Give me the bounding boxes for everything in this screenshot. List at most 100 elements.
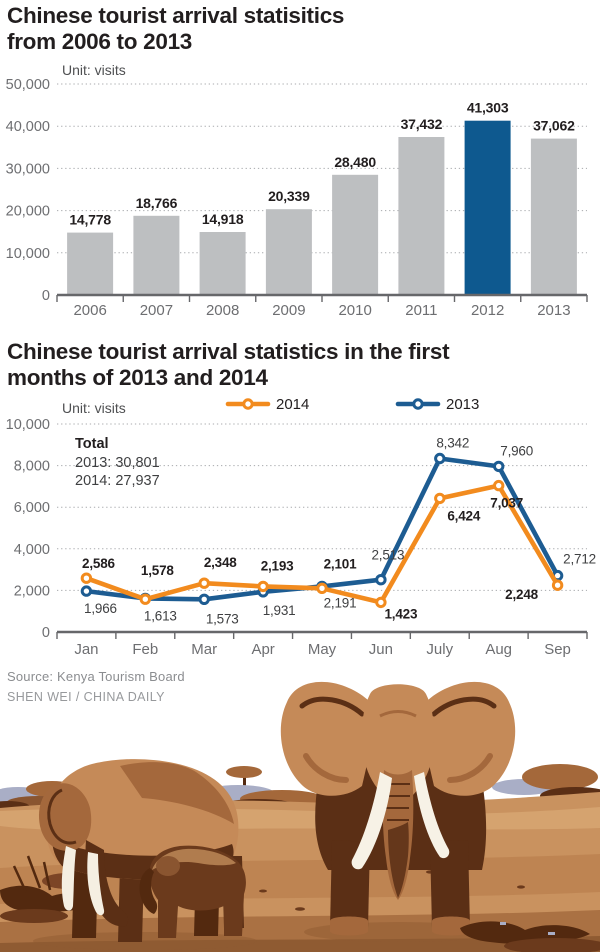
line-chart-title-line1: Chinese tourist arrival statistics in th… (7, 339, 450, 364)
bar-chart: Unit: visits 0 10,000 20,000 30,000 40,000 50,… (6, 62, 588, 319)
scrub-right (460, 921, 600, 952)
totals-line: 2014: 27,937 (75, 473, 160, 489)
bar-chart-title: Chinese tourist arrival statisitics from… (7, 3, 344, 55)
elephant-illustration (0, 681, 600, 952)
shadow-left (33, 932, 257, 950)
bar-value-label: 14,918 (202, 211, 244, 227)
x-axis-label: 2006 (73, 302, 106, 319)
x-axis-label: Feb (132, 641, 158, 658)
y-axis-label: 50,000 (6, 77, 50, 93)
point-2014-Apr (257, 580, 269, 593)
y-axis-label: 30,000 (6, 161, 50, 177)
bar-2011 (398, 137, 445, 295)
point-2013-Jun (375, 574, 387, 586)
point-2014-Aug (493, 479, 505, 492)
y-axis-label: 10,000 (6, 246, 50, 262)
unit-label: Unit: visits (62, 400, 126, 416)
line-chart-title: Chinese tourist arrival statistics in th… (7, 339, 450, 391)
legend-label-2014: 2014 (276, 396, 309, 413)
value-label-2014-Feb: 1,578 (141, 563, 174, 578)
bar-2010 (332, 174, 379, 295)
point-2014-July (434, 492, 446, 505)
source-credit: Source: Kenya Tourism Board (7, 669, 185, 684)
value-label-2014-May: 2,101 (324, 556, 357, 571)
bar-2006 (67, 232, 114, 295)
point-2013-Aug (493, 460, 505, 473)
x-axis-label: Aug (485, 641, 512, 658)
y-axis-label: 8,000 (14, 459, 50, 475)
bar-chart-title-line1: Chinese tourist arrival statisitics (7, 3, 345, 28)
bar-2013 (530, 138, 577, 295)
x-axis-label: May (308, 641, 337, 658)
bar-2012 (464, 120, 511, 295)
x-axis-label: 2010 (338, 302, 371, 319)
totals-title: Total (75, 436, 109, 452)
bar-2009 (265, 209, 312, 295)
legend-marker-2013 (412, 398, 424, 410)
x-axis-label: July (426, 641, 453, 658)
value-label-2013-Feb: 1,613 (144, 608, 177, 623)
bar-value-label: 37,062 (533, 118, 575, 134)
point-2014-May (316, 582, 328, 595)
value-label-2014-Jan: 2,586 (82, 556, 115, 571)
x-axis-label: 2007 (140, 302, 173, 319)
source-block: Source: Kenya Tourism Board SHEN WEI / C… (7, 666, 185, 708)
bar-chart-title-line2: from 2006 to 2013 (7, 29, 192, 54)
x-axis-label: 2008 (206, 302, 239, 319)
x-axis-label: Mar (191, 641, 217, 658)
y-axis-label: 0 (42, 625, 50, 641)
x-axis-label: Sep (544, 641, 571, 658)
bull-elephant (280, 681, 516, 936)
x-axis-label: Jun (369, 641, 393, 658)
x-axis-label: Jan (74, 641, 98, 658)
y-axis-label: 10,000 (6, 417, 50, 433)
bar-value-label: 18,766 (136, 195, 178, 211)
x-axis-label: Apr (251, 641, 274, 658)
legend-marker-2014 (242, 398, 254, 410)
value-label-2014-Mar: 2,348 (204, 555, 237, 570)
value-label-2014-Apr: 2,193 (261, 558, 294, 573)
bar-value-label: 37,432 (401, 116, 443, 132)
baby-ear (156, 856, 180, 876)
x-axis-label: 2013 (537, 302, 570, 319)
y-axis-label: 40,000 (6, 119, 50, 135)
value-label-2014-Jun: 1,423 (384, 606, 417, 621)
y-axis-label: 2,000 (14, 583, 50, 599)
point-2014-Feb (139, 593, 152, 605)
x-axis-label: 2012 (471, 302, 504, 319)
value-label-2014-July: 6,424 (447, 508, 480, 523)
author-credit: SHEN WEI / CHINA DAILY (7, 690, 165, 704)
unit-label: Unit: visits (62, 62, 126, 78)
bar-2007 (133, 215, 180, 295)
y-axis-label: 20,000 (6, 204, 50, 220)
value-label-2013-Jan: 1,966 (84, 601, 117, 616)
point-2014-Mar (198, 577, 210, 589)
legend-label-2013: 2013 (446, 396, 479, 413)
value-label-2014-Sep: 2,248 (505, 587, 538, 602)
value-label-2013-Sep: 2,712 (563, 552, 596, 567)
point-2013-July (434, 452, 446, 465)
line-chart-title-line2: months of 2013 and 2014 (7, 365, 268, 390)
point-2013-Jan (80, 585, 93, 597)
point-2014-Jun (375, 596, 387, 609)
point-2014-Jan (80, 572, 93, 584)
bar-value-label: 20,339 (268, 188, 310, 204)
bar-value-label: 41,303 (467, 100, 509, 116)
y-axis-label: 6,000 (14, 500, 50, 516)
y-axis-label: 4,000 (14, 542, 50, 558)
value-label-2013-Aug: 7,960 (500, 443, 533, 458)
line-chart: Unit: visits 2014 2013 0 2,000 4,000 6,000 8,00… (6, 396, 597, 658)
y-axis-label: 0 (42, 288, 50, 304)
x-axis-label: 2009 (272, 302, 305, 319)
value-label-2013-May: 2,191 (324, 595, 357, 610)
bar-value-label: 28,480 (334, 154, 376, 170)
value-label-2013-July: 8,342 (436, 435, 469, 450)
bar-value-label: 14,778 (69, 212, 111, 228)
bar-2008 (199, 232, 246, 295)
value-label-2013-Mar: 1,573 (206, 611, 239, 626)
value-label-2013-Apr: 1,931 (263, 603, 296, 618)
point-2013-Mar (198, 593, 210, 606)
baby-elephant (139, 845, 246, 938)
value-label-2013-Jun: 2,513 (371, 548, 404, 563)
